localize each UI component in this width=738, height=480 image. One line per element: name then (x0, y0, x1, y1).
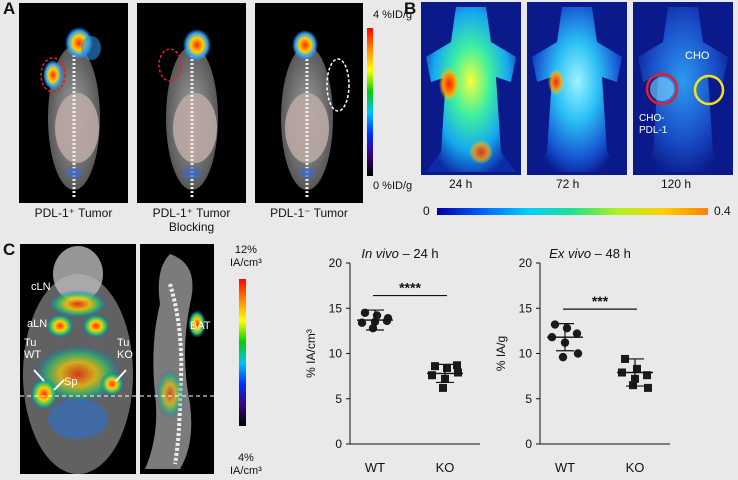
data-point (368, 323, 378, 333)
colorbar-a-max: 4 %ID/g (373, 9, 413, 21)
label-aln: aLN (27, 318, 48, 330)
chart-in-vivo: In vivo – 24 h 0 5 10 15 20 % IA/cm³ WT KO **** (304, 246, 480, 475)
caption-line: Blocking (168, 220, 215, 234)
data-point (558, 352, 568, 362)
y-tick-label: 20 (519, 256, 533, 270)
data-point (629, 381, 637, 390)
colorbar-a (367, 28, 373, 176)
bli-image-24h (421, 2, 521, 175)
y-tick-label: 15 (329, 301, 343, 315)
label-line: WT (24, 349, 42, 361)
y-tick-label: 10 (519, 347, 533, 361)
data-point (643, 371, 651, 380)
pet-ct-sagittal (140, 244, 214, 474)
data-point (562, 323, 572, 333)
time-24h: 24 h (449, 177, 473, 191)
y-tick-label: 0 (335, 437, 342, 451)
data-point (550, 320, 560, 329)
y-tick-label: 15 (519, 301, 533, 315)
caption-pdl1-positive: PDL-1⁺ Tumor (19, 206, 128, 220)
colorbar-b-min: 0 (423, 204, 430, 218)
label-line: Tu (24, 337, 37, 349)
colorbar-c-min: 4% IA/cm³ (230, 452, 262, 478)
label-cho-pdl1: CHO- PDL-1 (639, 113, 667, 137)
bli-image-120h (633, 2, 733, 175)
caption-line: PDL-1⁺ Tumor (34, 206, 113, 220)
label-line: PDL-1 (639, 125, 668, 136)
label-line: CHO- (639, 113, 665, 124)
y-axis-label: % IA/g (494, 336, 508, 371)
data-point (573, 349, 583, 358)
colorbar-c-max: 12% IA/cm³ (230, 244, 262, 270)
data-point (572, 329, 582, 338)
y-tick-label: 5 (525, 392, 532, 406)
caption-pdl1-positive-blocking: PDL-1⁺ Tumor Blocking (128, 206, 255, 234)
data-point (443, 363, 451, 372)
data-point (383, 314, 393, 323)
data-point (360, 308, 370, 317)
arrows-overlay (33, 369, 127, 391)
data-point (621, 354, 629, 363)
significance-stars: **** (399, 280, 421, 296)
chart-ex-vivo: Ex vivo – 48 h 0 5 10 15 20 % IA/g WT KO *** (494, 246, 670, 475)
colorbar-c (239, 279, 246, 426)
arrow-icon (33, 369, 45, 382)
y-tick-label: 0 (525, 437, 532, 451)
label-bat: BAT (190, 320, 211, 332)
time-120h: 120 h (661, 177, 692, 191)
colorbar-line: IA/cm³ (230, 465, 262, 477)
pet-ct-scan-pdl1-positive-blocking (137, 3, 246, 203)
label-tu-wt: Tu WT (24, 337, 41, 361)
colorbar-b (437, 208, 708, 215)
y-axis-label: % IA/cm³ (304, 329, 318, 378)
label-cln: cLN (31, 281, 51, 293)
data-point (428, 371, 436, 380)
data-point (439, 383, 447, 392)
data-point (453, 361, 461, 370)
label-line: Tu (117, 337, 130, 349)
pet-ct-scan-pdl1-negative (255, 3, 363, 203)
data-point (644, 383, 652, 392)
y-tick-label: 20 (329, 256, 343, 270)
colorbar-b-max: 0.4 (714, 204, 731, 218)
arrow-icon (115, 369, 127, 382)
caption-line: PDL-1⁺ Tumor (152, 206, 231, 220)
x-category-label: WT (555, 460, 575, 475)
colorbar-line: 12% (234, 244, 257, 256)
caption-line: PDL-1⁻ Tumor (270, 206, 348, 220)
panel-b-label: B (404, 0, 417, 18)
chart-title: Ex vivo – 48 h (549, 246, 631, 261)
bli-image-72h (527, 2, 627, 175)
data-point (454, 368, 462, 377)
x-category-label: WT (365, 460, 385, 475)
colorbar-a-min: 0 %ID/g (373, 180, 413, 192)
time-72h: 72 h (556, 177, 580, 191)
arrow-icon (53, 379, 65, 391)
colorbar-line: 4% (237, 452, 254, 464)
x-category-label: KO (626, 460, 645, 475)
caption-pdl1-negative: PDL-1⁻ Tumor (250, 206, 368, 220)
significance-stars: *** (592, 293, 609, 309)
pet-ct-scan-pdl1-positive (19, 3, 128, 203)
data-point (633, 364, 641, 373)
data-point (431, 362, 439, 371)
x-category-label: KO (436, 460, 455, 475)
y-tick-label: 5 (335, 392, 342, 406)
colorbar-line: IA/cm³ (230, 257, 262, 269)
panel-a-label: A (3, 0, 16, 18)
label-cho: CHO (685, 50, 710, 62)
label-tu-ko: Tu KO (117, 337, 133, 361)
label-line: KO (117, 349, 133, 361)
label-sp: Sp (64, 376, 78, 388)
y-tick-label: 10 (329, 347, 343, 361)
chart-title: In vivo – 24 h (361, 246, 438, 261)
panel-c-label: C (3, 240, 16, 259)
